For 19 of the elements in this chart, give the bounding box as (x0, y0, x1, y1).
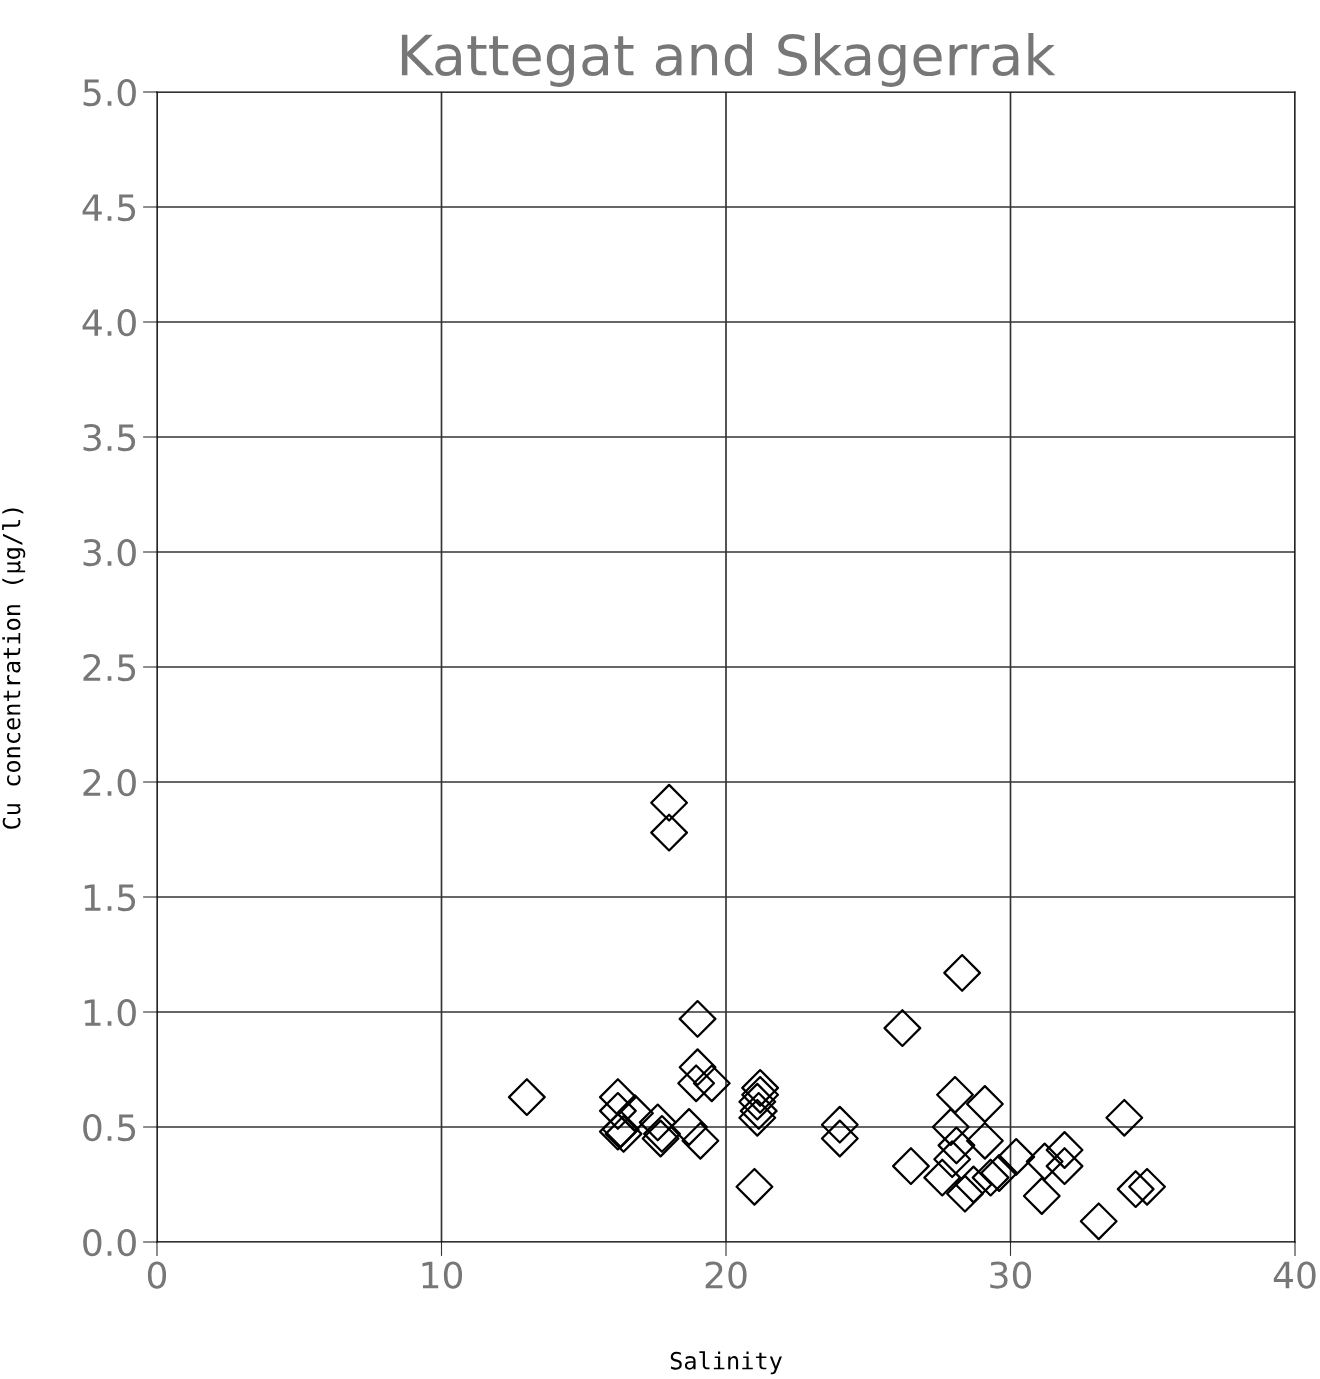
y-tick-label: 3.5 (83, 423, 136, 452)
y-tick-label: 4.5 (82, 194, 136, 222)
y-tick-label: 2.5 (83, 653, 136, 682)
x-tick-label: 10 (422, 1261, 463, 1289)
x-tick-label: 30 (990, 1261, 1032, 1289)
y-tick-label: 1.5 (84, 884, 136, 912)
y-tick-label: 4.0 (82, 308, 136, 337)
y-tick-label: 2.0 (83, 768, 136, 797)
x-axis-title: Salinity (670, 1351, 782, 1375)
x-tick-label: 20 (705, 1261, 747, 1289)
chart-title: Kattegat and Skagerrak (401, 33, 1056, 87)
y-axis-title: Cu concentration (µg/l) (2, 508, 26, 829)
y-tick-label: 0.0 (83, 1228, 136, 1257)
y-tick-label: 1.0 (84, 998, 136, 1027)
x-tick-label: 40 (1273, 1261, 1316, 1289)
y-tick-label: 0.5 (83, 1113, 136, 1142)
y-tick-label: 3.0 (83, 538, 136, 567)
x-tick-label: 0 (147, 1261, 167, 1289)
y-tick-label: 5.0 (83, 78, 136, 107)
